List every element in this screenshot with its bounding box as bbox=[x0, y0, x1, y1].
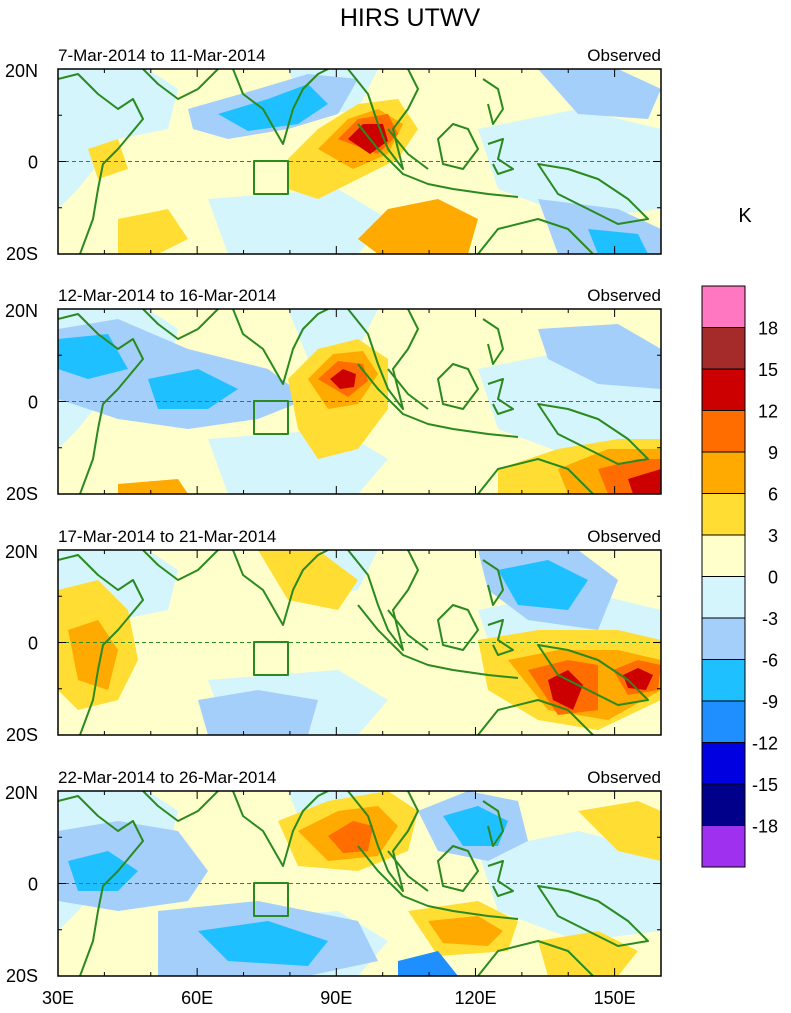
colorbar-swatch bbox=[701, 700, 746, 743]
anomaly-region bbox=[258, 550, 358, 610]
lat-label: 20S bbox=[6, 484, 38, 504]
panel-date-range: 7-Mar-2014 to 11-Mar-2014 bbox=[58, 46, 266, 65]
lat-label: 20N bbox=[5, 783, 38, 803]
panel-tag: Observed bbox=[587, 768, 661, 787]
longitude-axis: 30E 60E 90E 120E 150E bbox=[42, 988, 636, 1008]
panel-tag: Observed bbox=[587, 527, 661, 546]
colorbar-swatch bbox=[701, 576, 746, 619]
anomaly-region bbox=[498, 560, 588, 610]
panel-date-range: 12-Mar-2014 to 16-Mar-2014 bbox=[58, 286, 276, 305]
colorbar-swatch bbox=[701, 327, 746, 370]
lon-label: 90E bbox=[320, 988, 352, 1008]
anomaly-region bbox=[623, 668, 653, 690]
colorbar-label: -18 bbox=[752, 817, 778, 837]
lat-label: 0 bbox=[28, 875, 38, 895]
anomaly-region bbox=[538, 69, 661, 119]
colorbar-swatch bbox=[701, 410, 746, 453]
anomaly-region bbox=[68, 620, 118, 690]
figure-title: HIRS UTWV bbox=[340, 4, 481, 32]
map-panel-3: 20N 0 20S 17-Mar-2014 to 21-Mar-2014 Observe… bbox=[5, 527, 662, 745]
lat-label: 0 bbox=[28, 153, 38, 173]
lon-label: 30E bbox=[42, 988, 74, 1008]
anomaly-region bbox=[588, 229, 648, 254]
colorbar-swatch bbox=[701, 617, 746, 660]
anomaly-region bbox=[148, 369, 238, 409]
colorbar-swatch bbox=[701, 825, 746, 868]
colorbar-label: 3 bbox=[768, 526, 778, 546]
colorbar-label: 18 bbox=[758, 319, 778, 339]
anomaly-region bbox=[198, 690, 318, 735]
colorbar-swatch bbox=[701, 368, 746, 411]
anomaly-region bbox=[118, 479, 188, 494]
panel-tag: Observed bbox=[587, 286, 661, 305]
colorbar-swatch bbox=[701, 285, 746, 328]
map-panel-2: 20N 0 20S 12-Mar-2014 to 16-Mar-2014 Observe… bbox=[5, 286, 662, 504]
unit-label: K bbox=[738, 205, 752, 227]
colorbar-swatch bbox=[701, 742, 746, 785]
colorbar-swatch bbox=[701, 534, 746, 577]
anomaly-region bbox=[548, 670, 583, 710]
panel-date-range: 22-Mar-2014 to 26-Mar-2014 bbox=[58, 768, 276, 787]
anomaly-region bbox=[538, 324, 661, 389]
colorbar-label: -9 bbox=[762, 692, 778, 712]
panel-tag: Observed bbox=[587, 46, 661, 65]
colorbar-label: 0 bbox=[768, 568, 778, 588]
colorbar-swatch bbox=[701, 451, 746, 494]
lat-label: 20N bbox=[5, 301, 38, 321]
colorbar-label: -3 bbox=[762, 609, 778, 629]
anomaly-region bbox=[118, 209, 188, 254]
lat-label: 0 bbox=[28, 634, 38, 654]
anomaly-region bbox=[578, 801, 661, 861]
colorbar-label: 9 bbox=[768, 443, 778, 463]
panel-date-range: 17-Mar-2014 to 21-Mar-2014 bbox=[58, 527, 276, 546]
lon-label: 60E bbox=[181, 988, 213, 1008]
anomaly-region bbox=[443, 806, 508, 846]
colorbar-swatch bbox=[701, 783, 746, 826]
colorbar-label: -12 bbox=[752, 734, 778, 754]
lat-label: 20N bbox=[5, 61, 38, 81]
colorbar-label: 12 bbox=[758, 402, 778, 422]
colorbar-label: -6 bbox=[762, 651, 778, 671]
colorbar-swatch bbox=[701, 493, 746, 536]
lon-label: 150E bbox=[594, 988, 636, 1008]
colorbar-swatch bbox=[701, 659, 746, 702]
lon-label: 120E bbox=[454, 988, 496, 1008]
colorbar: 18 15 12 9 6 3 0 -3 -6 -9 -12 -15 -18 bbox=[701, 285, 778, 868]
anomaly-region bbox=[330, 369, 356, 389]
lat-label: 20N bbox=[5, 542, 38, 562]
colorbar-label: 6 bbox=[768, 485, 778, 505]
anomaly-region bbox=[538, 931, 638, 976]
anomaly-region bbox=[398, 951, 458, 976]
colorbar-label: -15 bbox=[752, 775, 778, 795]
anomaly-region bbox=[58, 334, 128, 379]
lat-label: 20S bbox=[6, 725, 38, 745]
anomaly-region bbox=[358, 199, 478, 254]
anomaly-region bbox=[428, 916, 503, 946]
colorbar-label: 15 bbox=[758, 360, 778, 380]
lat-label: 20S bbox=[6, 966, 38, 986]
map-panel-1: 20N 0 20S 7-Mar-2014 to 11-Mar-2014 Observed bbox=[5, 46, 662, 264]
lat-label: 0 bbox=[28, 393, 38, 413]
anomaly-region bbox=[198, 921, 328, 966]
anomaly-region bbox=[68, 851, 138, 891]
map-panel-4: 20N 0 20S 22-Mar-2014 to 26-Mar-2014 Observe… bbox=[5, 768, 662, 986]
anomaly-region bbox=[348, 124, 388, 154]
lat-label: 20S bbox=[6, 244, 38, 264]
anomaly-region bbox=[628, 469, 661, 494]
anomaly-region bbox=[328, 821, 373, 853]
